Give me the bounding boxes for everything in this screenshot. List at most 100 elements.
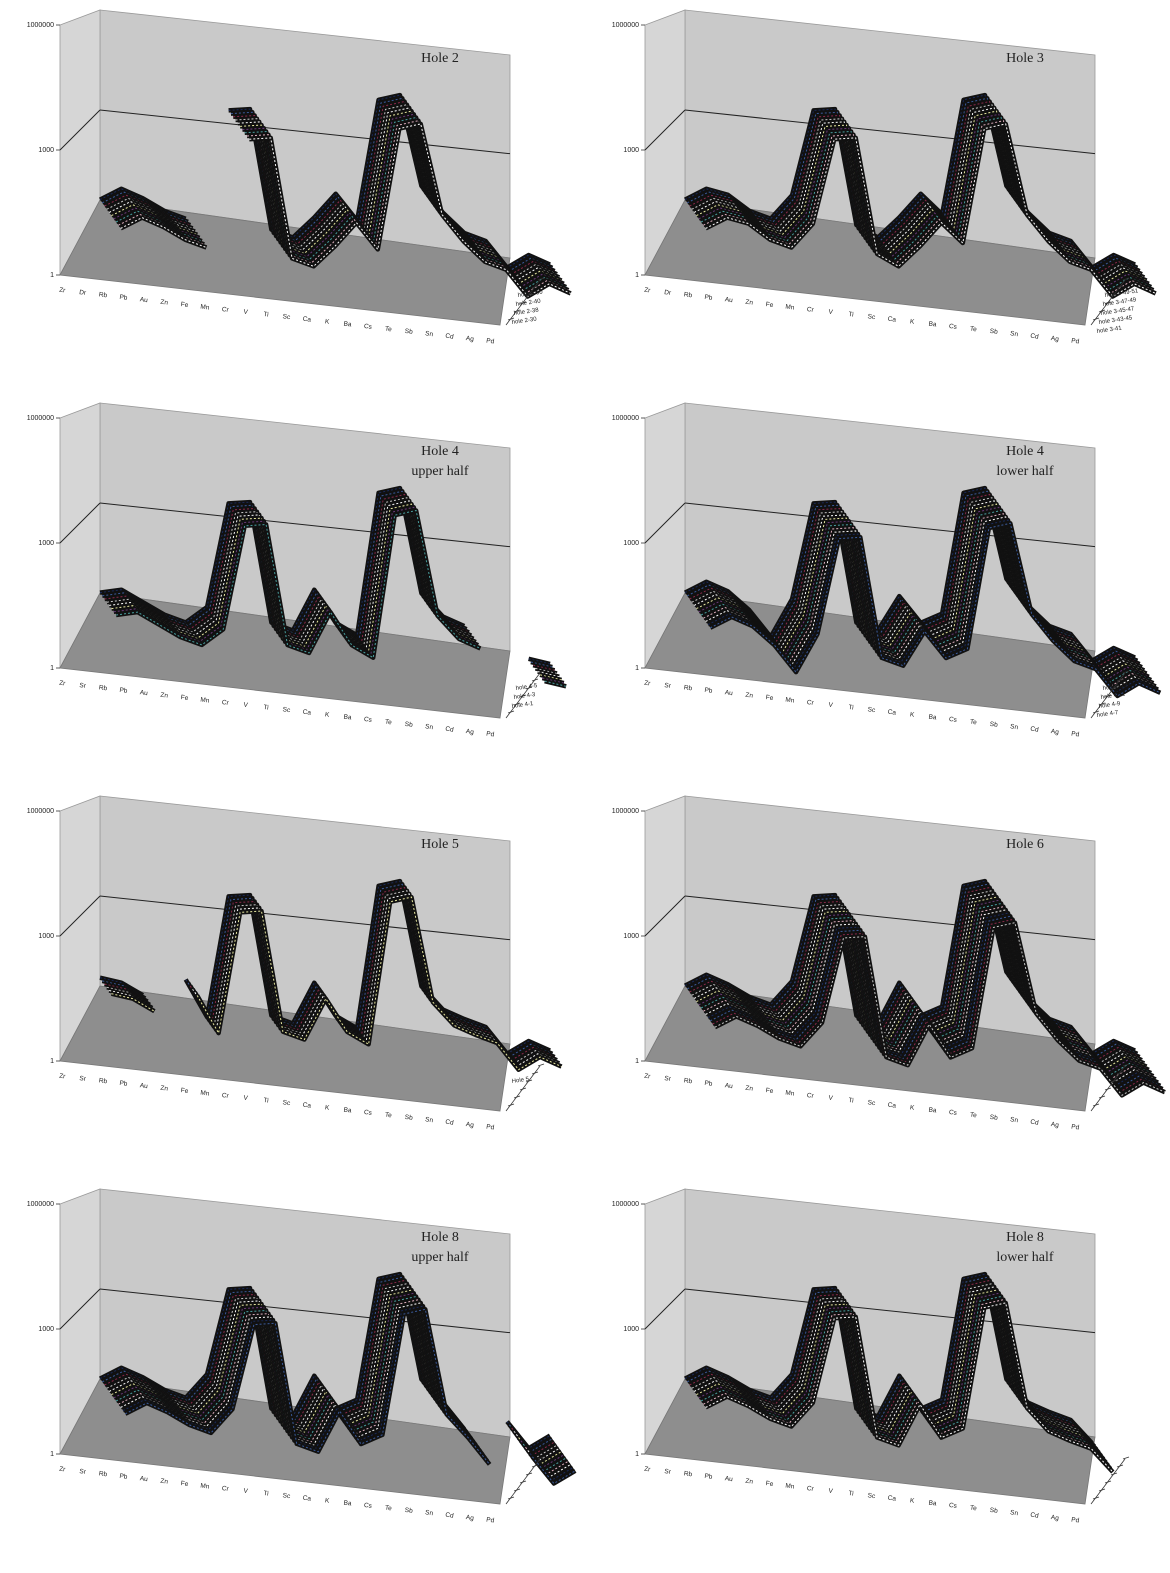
x-tick-label: Cs (948, 1109, 958, 1117)
y-tick-label: 1 (50, 1451, 54, 1458)
y-tick-label: 1000000 (27, 808, 54, 815)
x-tick-label: Ti (263, 1490, 269, 1498)
x-tick-label: Zn (745, 692, 754, 700)
x-tick-label: Cr (221, 699, 230, 707)
legend-entry: hole 2-30 (511, 316, 537, 326)
depth-tick (537, 1456, 545, 1460)
depth-tick (1122, 1063, 1130, 1067)
x-tick-label: Sc (282, 313, 291, 321)
y-tick-label: 1000000 (612, 415, 639, 422)
x-tick-label: Ba (343, 1106, 352, 1114)
gridline (684, 1288, 1096, 1334)
x-tick-label: Ti (848, 704, 854, 712)
x-tick-label: Rb (98, 1470, 108, 1478)
chart-title: upper half (411, 1250, 468, 1265)
x-tick-label: Ca (887, 316, 897, 324)
x-tick-label: Sn (1010, 330, 1019, 338)
x-tick-label: Cs (948, 323, 958, 331)
y-tick-label: 1000 (38, 147, 54, 154)
x-tick-label: Rb (683, 1077, 693, 1085)
y-tick-label: 1 (635, 272, 639, 279)
depth-axis (505, 1065, 541, 1112)
x-tick-label: Ca (302, 1102, 312, 1110)
x-tick-label: Zn (160, 692, 169, 700)
chart-panel: 1 1000 1000000 Zr Sr Rb Pb Au Zn Fe Mn Cr V Ti Sc Ca K Ba… (585, 393, 1170, 786)
x-tick-label: Sr (664, 1468, 672, 1476)
depth-axis (1090, 1065, 1126, 1112)
depth-axis (1090, 279, 1126, 326)
series-line-highlight (125, 1308, 490, 1465)
depth-axis (505, 1458, 541, 1505)
x-tick-label: Sn (1010, 1509, 1019, 1517)
x-tick-label: Ti (263, 704, 269, 712)
y-tick-label: 1000 (623, 1326, 639, 1333)
x-tick-label: Mn (200, 303, 210, 311)
x-tick-label: Ti (263, 1097, 269, 1105)
x-tick-label: Sb (404, 1507, 413, 1515)
x-tick-label: Zr (59, 680, 67, 688)
chart-panel: 1 1000 1000000 Zr Sr Rb Pb Au Zn Fe Mn Cr V Ti Sc Ca K Ba… (0, 1179, 585, 1572)
x-tick-label: Te (384, 325, 392, 333)
chart-panel: 1 1000 1000000 Zr Dr Rb Pb Au Zn Fe Mn Cr V Ti Sc Ca K Ba… (585, 0, 1170, 393)
depth-tick (1122, 1456, 1130, 1460)
chart-svg: 1 1000 1000000 Zr Sr Rb Pb Au Zn Fe Mn Cr V Ti Sc Ca K Ba… (27, 795, 563, 1132)
x-tick-label: Cr (806, 1092, 815, 1100)
x-tick-label: Fe (180, 1087, 189, 1095)
x-tick-label: Ba (928, 1499, 937, 1507)
x-tick-label: Te (384, 718, 392, 726)
legend-entry: hole 3-41 (1096, 325, 1122, 335)
chart-panel: 1 1000 1000000 Zr Dr Rb Pb Au Zn Fe Mn Cr V Ti Sc Ca K Ba… (0, 0, 585, 393)
x-tick-label: Sc (282, 706, 291, 714)
series-line (119, 215, 208, 250)
x-tick-label: Pd (1071, 1123, 1080, 1131)
depth-tick (1122, 670, 1130, 674)
x-tick-label: Dr (664, 289, 673, 297)
x-tick-label: Ti (848, 311, 854, 319)
x-tick-label: Cr (221, 1485, 230, 1493)
chart-svg: 1 1000 1000000 Zr Sr Rb Pb Au Zn Fe Mn Cr V Ti Sc Ca K Ba… (612, 795, 1166, 1132)
x-tick-label: Cd (1030, 333, 1040, 341)
x-tick-label: Sc (867, 313, 876, 321)
x-tick-label: Cs (948, 1502, 958, 1510)
x-tick-label: Cd (445, 1512, 455, 1520)
depth-axis (1090, 1458, 1126, 1505)
x-tick-label: Cd (445, 1119, 455, 1127)
legend-entry: hole 4-3 (513, 692, 536, 701)
x-tick-label: Cd (1030, 1512, 1040, 1520)
series-line-highlight (102, 980, 146, 999)
series-line (532, 663, 556, 673)
x-tick-label: Sn (425, 1509, 434, 1517)
x-tick-label: Cs (363, 323, 373, 331)
chart-svg: 1 1000 1000000 Zr Sr Rb Pb Au Zn Fe Mn Cr V Ti Sc Ca K Ba… (612, 402, 1162, 739)
x-tick-label: Sb (404, 1114, 413, 1122)
x-tick-label: Fe (180, 694, 189, 702)
x-tick-label: Rb (98, 1077, 108, 1085)
x-tick-label: Te (384, 1504, 392, 1512)
x-tick-label: Cr (806, 699, 815, 707)
y-tick-label: 1000000 (612, 808, 639, 815)
chart-panel: 1 1000 1000000 Zr Sr Rb Pb Au Zn Fe Mn Cr V Ti Sc Ca K Ba… (0, 393, 585, 786)
x-tick-label: Zn (745, 1478, 754, 1486)
x-tick-label: Fe (765, 694, 774, 702)
x-tick-label: Ag (465, 335, 474, 343)
chart-title: Hole 5 (421, 837, 459, 852)
x-tick-label: Cr (806, 1485, 815, 1493)
legend-entry: hole 3-47-49 (1102, 297, 1137, 308)
x-tick-label: Ag (1050, 335, 1059, 343)
x-tick-label: Cs (363, 716, 373, 724)
x-tick-label: Cs (948, 716, 958, 724)
x-tick-label: Pd (486, 1516, 495, 1524)
gridline (99, 502, 511, 548)
gridline (99, 895, 511, 941)
x-tick-label: Mn (785, 1482, 795, 1490)
series-line-highlight (705, 123, 1156, 298)
x-tick-label: Au (139, 1475, 148, 1483)
x-tick-label: Zr (644, 287, 652, 295)
gridline (644, 895, 686, 937)
y-tick-label: 1000 (623, 147, 639, 154)
x-tick-label: K (325, 711, 331, 719)
x-tick-label: Sb (989, 1507, 998, 1515)
x-tick-label: Rb (683, 1470, 693, 1478)
x-tick-label: Au (724, 1475, 733, 1483)
legend-entry: hole 4-7 (1096, 710, 1119, 719)
